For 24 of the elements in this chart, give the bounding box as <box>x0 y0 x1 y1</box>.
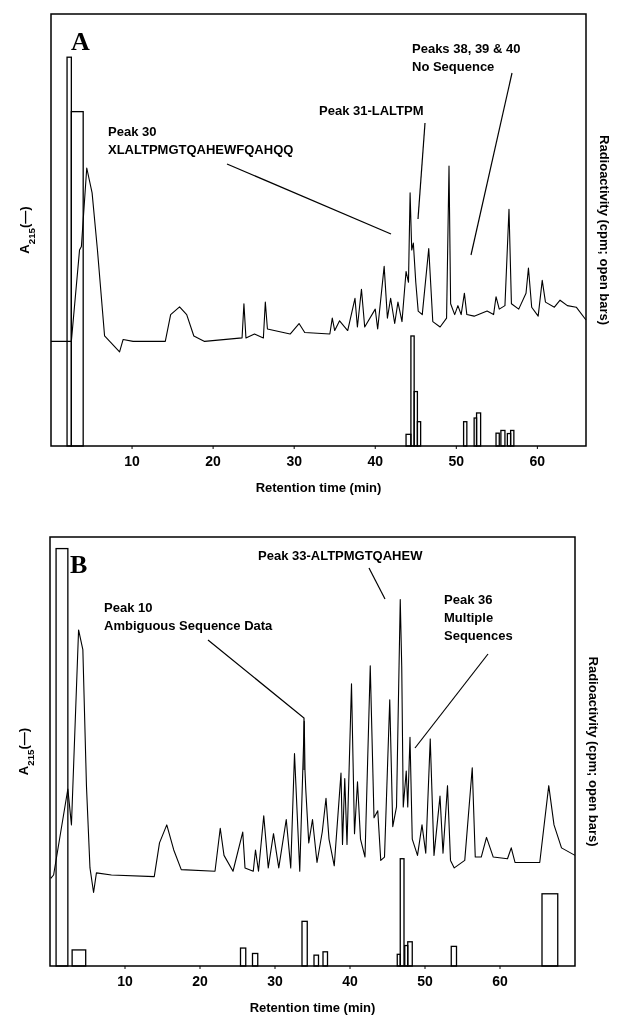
x-tick-label: 60 <box>529 453 546 469</box>
y2-axis-title: Radioactivity (cpm; open bars) <box>586 656 601 847</box>
x-tick-label: 10 <box>124 453 141 469</box>
x-tick-label: 50 <box>417 973 433 989</box>
x-tick-label: 50 <box>448 453 465 469</box>
annotation: Peak 33-ALTPMGTQAHEW <box>258 548 424 563</box>
x-axis-title: Retention time (min) <box>255 480 382 495</box>
x-tick-label: 20 <box>205 453 222 469</box>
x-tick-label: 40 <box>367 453 384 469</box>
annotation: Peak 31-LALTPM <box>319 103 424 118</box>
y2-axis-title: Radioactivity (cpm; open bars) <box>597 135 612 325</box>
chart-title: B <box>70 550 88 579</box>
annotation: Peak 10 Ambiguous Sequence Data <box>104 600 274 633</box>
annotation: Peak 30 XLALTPMGTQAHEWFQAHQQ <box>108 124 294 157</box>
x-tick-label: 30 <box>286 453 303 469</box>
annotation: Peak 36 Multiple Sequences <box>444 592 513 643</box>
x-tick-label: 20 <box>192 973 208 989</box>
x-axis-title: Retention time (min) <box>249 1000 376 1015</box>
chart-title: A <box>71 27 90 56</box>
x-tick-label: 30 <box>267 973 283 989</box>
annotation: Peaks 38, 39 & 40 No Sequence <box>412 41 521 74</box>
x-tick-label: 60 <box>492 973 508 989</box>
x-tick-label: 40 <box>342 973 358 989</box>
x-tick-label: 10 <box>117 973 133 989</box>
